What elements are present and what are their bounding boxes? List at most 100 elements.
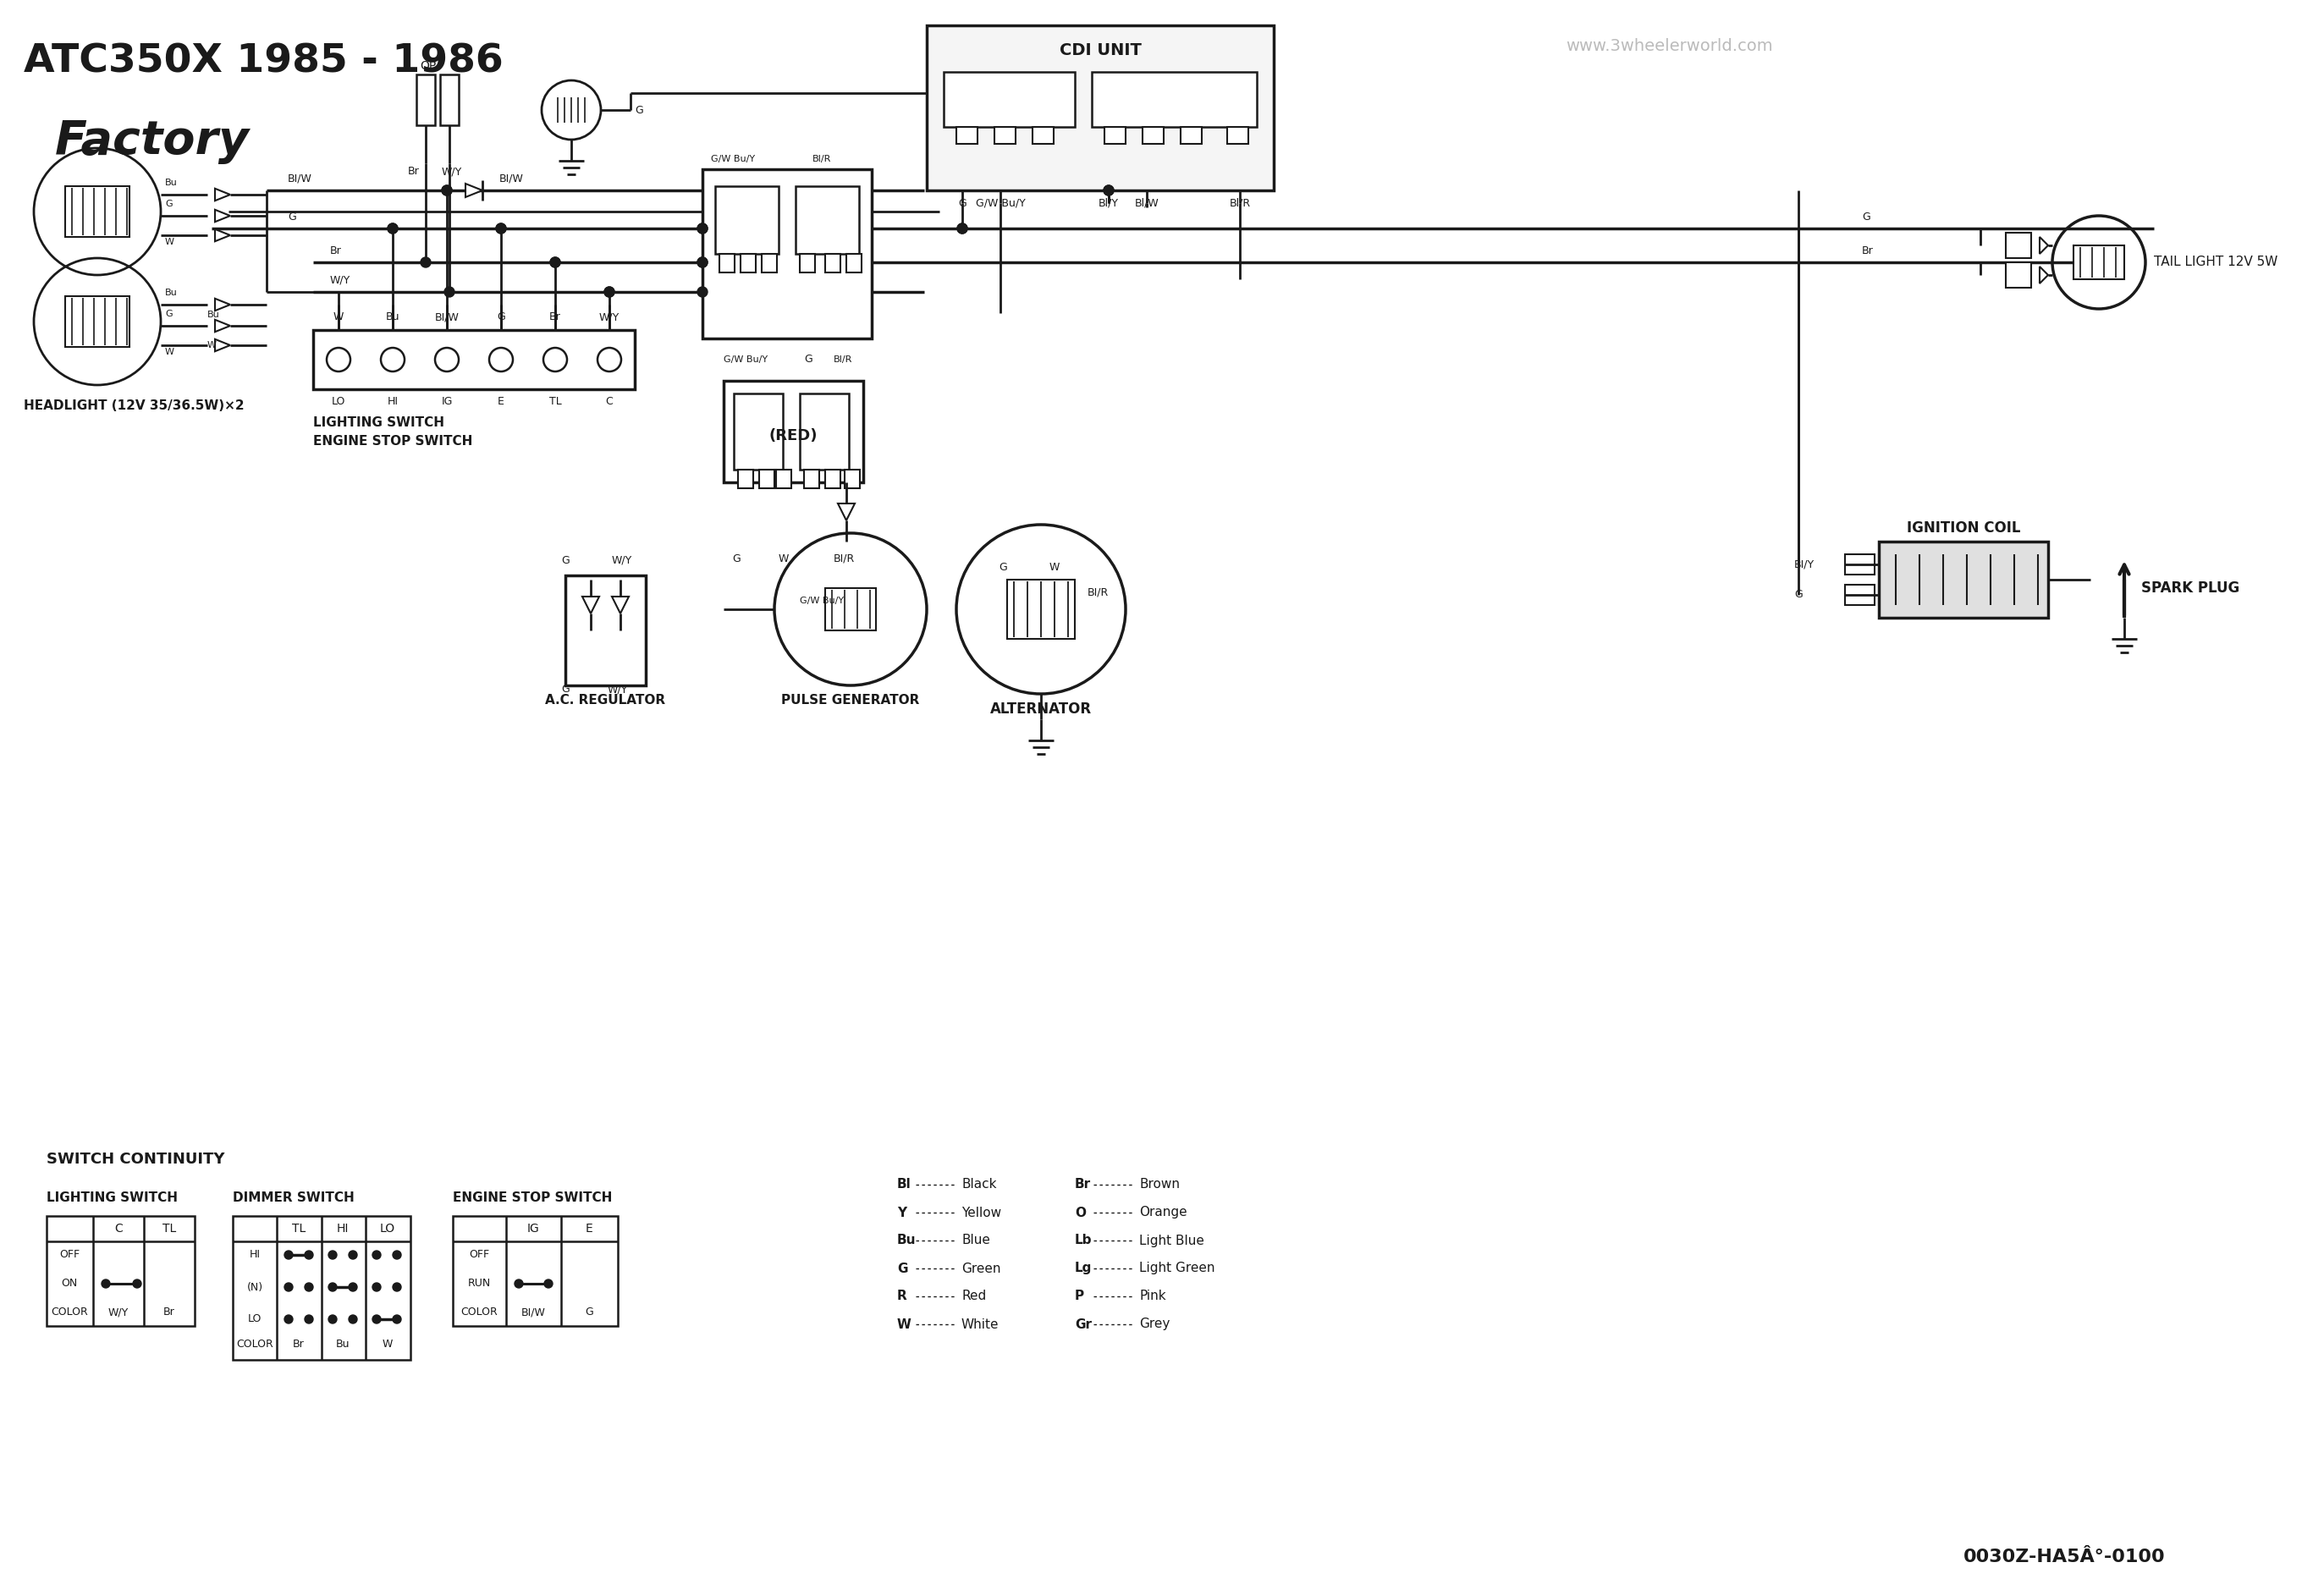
Text: SWITCH CONTINUITY: SWITCH CONTINUITY: [46, 1151, 225, 1167]
Circle shape: [514, 1279, 523, 1288]
Circle shape: [495, 223, 507, 234]
Circle shape: [495, 223, 507, 234]
Text: ATC350X 1985 - 1986: ATC350X 1985 - 1986: [23, 43, 504, 81]
Text: G: G: [165, 309, 172, 319]
Circle shape: [444, 287, 456, 297]
Text: Factory: Factory: [56, 118, 249, 164]
Circle shape: [442, 185, 451, 196]
Text: Yellow: Yellow: [962, 1206, 1002, 1219]
Circle shape: [328, 1251, 337, 1258]
Bar: [1181, 126, 1202, 144]
Text: ALTERNATOR: ALTERNATOR: [990, 701, 1092, 717]
Text: Br: Br: [1862, 245, 1873, 256]
Circle shape: [604, 287, 614, 297]
Bar: [1092, 73, 1257, 126]
Text: COLOR: COLOR: [237, 1339, 274, 1350]
Text: Gr: Gr: [1074, 1318, 1092, 1331]
Circle shape: [697, 257, 706, 267]
Text: G: G: [497, 311, 504, 322]
Text: PULSE GENERATOR: PULSE GENERATOR: [781, 695, 920, 707]
Text: G: G: [1794, 589, 1803, 600]
Text: Grey: Grey: [1139, 1318, 1169, 1331]
Text: G/W Bu/Y: G/W Bu/Y: [723, 355, 767, 363]
Text: BI/R: BI/R: [1088, 587, 1109, 598]
Text: CDI UNIT: CDI UNIT: [1060, 43, 1141, 58]
Polygon shape: [839, 504, 855, 521]
Bar: [762, 254, 776, 273]
Circle shape: [132, 1279, 142, 1288]
Text: BI/R: BI/R: [834, 355, 853, 363]
Circle shape: [328, 1282, 337, 1292]
Text: Black: Black: [962, 1178, 997, 1191]
Text: White: White: [962, 1318, 999, 1331]
Bar: [1104, 126, 1125, 144]
Text: W/Y: W/Y: [600, 311, 621, 322]
Text: O: O: [1074, 1206, 1085, 1219]
Text: Br: Br: [330, 245, 342, 256]
Text: Br: Br: [409, 166, 421, 177]
Text: BI/W: BI/W: [288, 174, 311, 185]
Circle shape: [1104, 185, 1113, 196]
Text: W: W: [1050, 562, 1060, 573]
Bar: [799, 254, 816, 273]
Circle shape: [957, 223, 967, 234]
Bar: [416, 74, 435, 125]
Text: G: G: [560, 554, 569, 565]
Text: DIMMER SWITCH: DIMMER SWITCH: [232, 1191, 353, 1203]
Bar: [1032, 126, 1053, 144]
Bar: [957, 126, 978, 144]
Circle shape: [421, 257, 430, 267]
Text: R: R: [897, 1290, 906, 1303]
Text: Bu: Bu: [165, 178, 177, 186]
Text: HI: HI: [388, 396, 397, 407]
Text: ENGINE STOP SWITCH: ENGINE STOP SWITCH: [453, 1191, 611, 1203]
Text: (N): (N): [246, 1282, 263, 1293]
Bar: [1143, 126, 1164, 144]
Bar: [1227, 126, 1248, 144]
Text: BI/R: BI/R: [834, 553, 855, 564]
Polygon shape: [214, 210, 230, 223]
Text: TAIL LIGHT 12V 5W: TAIL LIGHT 12V 5W: [2154, 256, 2278, 268]
Text: LO: LO: [379, 1222, 395, 1235]
Text: IG: IG: [442, 396, 453, 407]
Text: OFF: OFF: [469, 1249, 490, 1260]
Circle shape: [372, 1282, 381, 1292]
Text: www.3wheelerworld.com: www.3wheelerworld.com: [1566, 38, 1773, 54]
Bar: [65, 186, 130, 237]
Text: Br: Br: [548, 311, 560, 322]
Text: G: G: [804, 354, 813, 365]
Text: COLOR: COLOR: [460, 1307, 497, 1318]
Text: HEADLIGHT (12V 35/36.5W)×2: HEADLIGHT (12V 35/36.5W)×2: [23, 399, 244, 412]
Circle shape: [393, 1315, 402, 1323]
Bar: [995, 126, 1016, 144]
Text: ON: ON: [60, 1277, 77, 1288]
Text: G/W Bu/Y: G/W Bu/Y: [976, 197, 1025, 208]
Circle shape: [304, 1251, 314, 1258]
Text: Bl/Y: Bl/Y: [1099, 197, 1118, 208]
Text: TL: TL: [293, 1222, 307, 1235]
Text: W: W: [332, 311, 344, 322]
Text: Bu: Bu: [335, 1339, 349, 1350]
Polygon shape: [214, 319, 230, 332]
Text: G: G: [560, 684, 569, 695]
Bar: [825, 469, 841, 488]
Circle shape: [551, 257, 560, 267]
Text: Pink: Pink: [1139, 1290, 1167, 1303]
Text: W/Y: W/Y: [607, 684, 627, 695]
Text: Blue: Blue: [962, 1235, 990, 1247]
Text: Bu: Bu: [386, 311, 400, 322]
Circle shape: [349, 1282, 358, 1292]
Text: W: W: [779, 553, 790, 564]
Text: E: E: [497, 396, 504, 407]
Text: Br: Br: [163, 1307, 174, 1318]
Bar: [944, 73, 1074, 126]
Text: G: G: [634, 104, 644, 115]
Bar: [825, 587, 876, 630]
Bar: [799, 393, 848, 469]
Text: C: C: [114, 1222, 123, 1235]
Circle shape: [393, 1282, 402, 1292]
Bar: [739, 469, 753, 488]
Bar: [1006, 579, 1074, 639]
Text: W/Y: W/Y: [330, 275, 351, 286]
Text: BI/W: BI/W: [500, 174, 523, 185]
